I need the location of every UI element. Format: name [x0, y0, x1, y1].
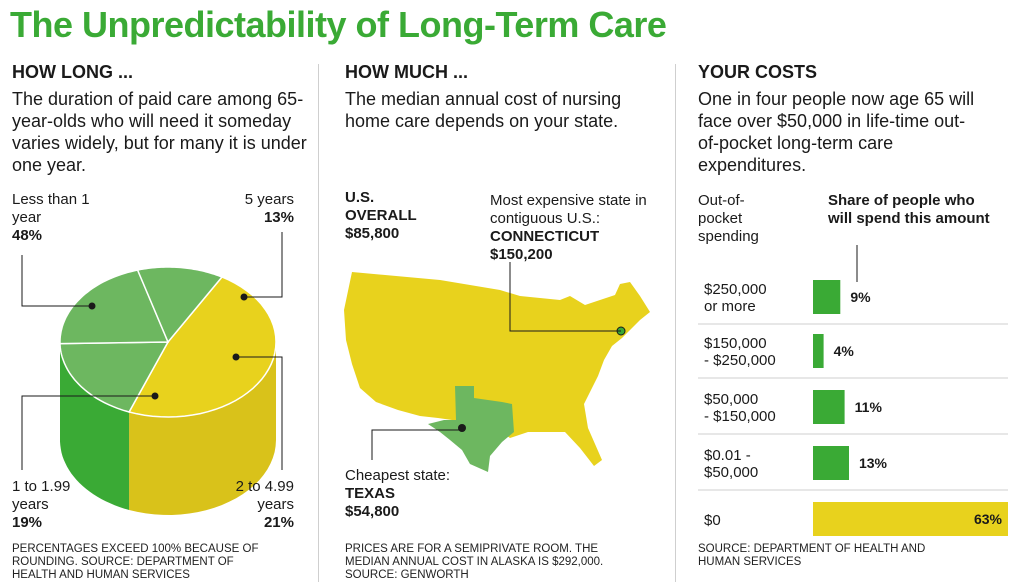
- pie-label-y1-name: 1 to 1.99 years: [12, 478, 71, 513]
- bar-1: [813, 334, 824, 368]
- cheapest-label: Cheapest state: TEXAS $54,800: [345, 467, 495, 521]
- how-much-source: PRICES ARE FOR A SEMIPRIVATE ROOM. THE M…: [345, 543, 604, 581]
- pie-label-y1-pct: 19%: [12, 514, 43, 531]
- pie-leader-dot-3: [232, 353, 240, 361]
- bar-3: [813, 446, 849, 480]
- how-much-heading: HOW MUCH ...: [345, 62, 468, 82]
- pie-slice-1: [59, 341, 170, 413]
- bar-category-0: $250,000 or more: [704, 281, 767, 315]
- bar-category-2: $50,000- $150,000: [704, 391, 776, 425]
- your-costs-heading: YOUR COSTS: [698, 62, 818, 82]
- pie-label-y2: 2 to 4.99 years 21%: [214, 478, 294, 532]
- your-costs-description: One in four people now age 65 will face …: [698, 89, 975, 175]
- column-divider-1: [318, 64, 319, 582]
- pie-label-lt1-pct: 48%: [12, 227, 43, 244]
- us-overall-text: U.S. OVERALL: [345, 189, 417, 224]
- texas-shape: [428, 386, 514, 472]
- bar-value-3: 13%: [859, 455, 888, 471]
- col-share-header: Share of people who will spend this amou…: [828, 192, 990, 227]
- pie-leader-1: [244, 232, 283, 298]
- us-map-shape: [344, 272, 650, 466]
- bar-value-1: 4%: [834, 343, 855, 359]
- pie-label-y2-pct: 21%: [263, 514, 294, 531]
- us-overall-label: U.S. OVERALL $85,800: [345, 189, 435, 243]
- pie-label-y5-name: 5 years: [244, 191, 294, 208]
- bar-value-2: 11%: [855, 399, 883, 415]
- bar-value-4: 63%: [974, 511, 1003, 527]
- pie-label-lt1-name: Less than 1 year: [12, 191, 90, 226]
- bar-2: [813, 390, 845, 424]
- bar-category-4: $0: [704, 512, 721, 529]
- pie-leader-0: [21, 255, 92, 307]
- pie-label-y5-pct: 13%: [263, 209, 294, 226]
- cheapest-text: Cheapest state:: [345, 467, 451, 484]
- connecticut-leader: [509, 262, 621, 332]
- pie-slice-0: [127, 276, 277, 418]
- pie-slice-2: [59, 269, 170, 345]
- pie-label-y1: 1 to 1.99 years 19%: [12, 478, 92, 532]
- your-costs-source: SOURCE: DEPARTMENT OF HEALTH AND HUMAN S…: [698, 543, 926, 568]
- how-long-heading: HOW LONG ...: [12, 62, 133, 82]
- pie-leader-3: [236, 356, 283, 470]
- most-expensive-value: $150,200: [490, 246, 553, 263]
- pie-side-0: [129, 342, 276, 515]
- bar-0: [813, 280, 841, 314]
- column-divider-2: [675, 64, 676, 582]
- page-title: The Unpredictability of Long-Term Care: [10, 4, 667, 45]
- pie-label-lt1: Less than 1 year 48%: [12, 191, 122, 245]
- pie-leader-2: [21, 395, 155, 470]
- pie-label-y5: 5 years 13%: [200, 191, 294, 227]
- bar-category-3: $0.01 -$50,000: [704, 447, 758, 481]
- most-expensive-text: Most expensive state in contiguous U.S.:: [490, 192, 647, 227]
- pie-slice-3: [136, 266, 224, 344]
- pie-side-1: [60, 343, 130, 510]
- pie-leader-dot-2: [151, 392, 159, 400]
- cheapest-state: TEXAS: [345, 485, 396, 502]
- us-overall-value: $85,800: [345, 225, 400, 242]
- texas-leader: [371, 429, 462, 460]
- pie-leader-dot-0: [88, 302, 96, 310]
- pie-leader-dot-1: [240, 293, 248, 301]
- how-long-description: The duration of paid care among 65-year-…: [12, 89, 307, 175]
- col-spending-header: Out-of-pocket spending: [698, 192, 759, 245]
- how-long-source: PERCENTAGES EXCEED 100% BECAUSE OF ROUND…: [12, 543, 259, 581]
- bar-4: [813, 502, 1008, 536]
- pie-label-y2-name: 2 to 4.99 years: [235, 478, 294, 513]
- cheapest-value: $54,800: [345, 503, 400, 520]
- most-expensive-state: CONNECTICUT: [490, 228, 600, 245]
- bar-value-0: 9%: [850, 289, 871, 305]
- how-much-description: The median annual cost of nursing home c…: [345, 89, 622, 131]
- most-expensive-label: Most expensive state in contiguous U.S.:…: [490, 192, 660, 264]
- bar-category-1: $150,000- $250,000: [704, 335, 776, 369]
